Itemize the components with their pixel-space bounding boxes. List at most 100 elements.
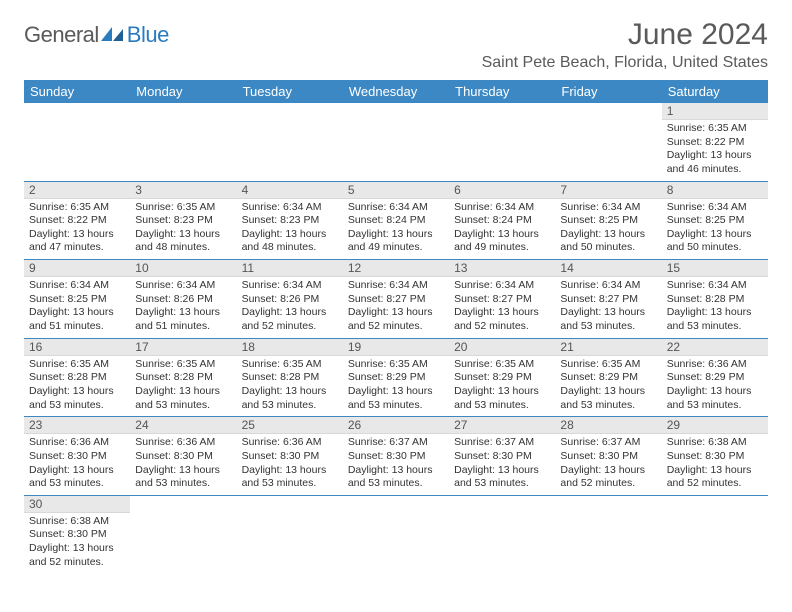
calendar-cell: 10Sunrise: 6:34 AMSunset: 8:26 PMDayligh… [130, 260, 236, 339]
day-number: 18 [237, 339, 343, 356]
logo-text-general: General [24, 22, 99, 48]
weekday-header: Tuesday [237, 80, 343, 103]
day-content: Sunrise: 6:37 AMSunset: 8:30 PMDaylight:… [343, 434, 449, 495]
calendar-cell [24, 103, 130, 181]
location: Saint Pete Beach, Florida, United States [482, 54, 768, 72]
sail-icon [99, 25, 125, 43]
calendar-cell: 28Sunrise: 6:37 AMSunset: 8:30 PMDayligh… [555, 417, 661, 496]
calendar-cell: 20Sunrise: 6:35 AMSunset: 8:29 PMDayligh… [449, 338, 555, 417]
day-number: 12 [343, 260, 449, 277]
day-number: 19 [343, 339, 449, 356]
calendar-cell: 25Sunrise: 6:36 AMSunset: 8:30 PMDayligh… [237, 417, 343, 496]
day-content: Sunrise: 6:34 AMSunset: 8:27 PMDaylight:… [343, 277, 449, 338]
calendar-page: General Blue June 2024 Saint Pete Beach,… [0, 0, 792, 591]
day-content: Sunrise: 6:35 AMSunset: 8:22 PMDaylight:… [24, 199, 130, 260]
day-number: 9 [24, 260, 130, 277]
calendar-cell: 15Sunrise: 6:34 AMSunset: 8:28 PMDayligh… [662, 260, 768, 339]
day-number: 11 [237, 260, 343, 277]
day-number: 17 [130, 339, 236, 356]
day-content: Sunrise: 6:34 AMSunset: 8:24 PMDaylight:… [343, 199, 449, 260]
day-content: Sunrise: 6:38 AMSunset: 8:30 PMDaylight:… [24, 513, 130, 574]
calendar-cell: 2Sunrise: 6:35 AMSunset: 8:22 PMDaylight… [24, 181, 130, 260]
logo: General Blue [24, 22, 169, 48]
calendar-cell [343, 103, 449, 181]
calendar-cell: 12Sunrise: 6:34 AMSunset: 8:27 PMDayligh… [343, 260, 449, 339]
calendar-cell [449, 495, 555, 573]
calendar-cell [555, 495, 661, 573]
calendar-body: 1Sunrise: 6:35 AMSunset: 8:22 PMDaylight… [24, 103, 768, 573]
day-number: 15 [662, 260, 768, 277]
day-content: Sunrise: 6:34 AMSunset: 8:27 PMDaylight:… [555, 277, 661, 338]
calendar-cell: 29Sunrise: 6:38 AMSunset: 8:30 PMDayligh… [662, 417, 768, 496]
day-number: 20 [449, 339, 555, 356]
day-number: 7 [555, 182, 661, 199]
day-content: Sunrise: 6:35 AMSunset: 8:28 PMDaylight:… [130, 356, 236, 417]
day-content: Sunrise: 6:34 AMSunset: 8:25 PMDaylight:… [555, 199, 661, 260]
day-content: Sunrise: 6:35 AMSunset: 8:28 PMDaylight:… [24, 356, 130, 417]
day-content: Sunrise: 6:37 AMSunset: 8:30 PMDaylight:… [555, 434, 661, 495]
day-content: Sunrise: 6:34 AMSunset: 8:27 PMDaylight:… [449, 277, 555, 338]
day-number: 21 [555, 339, 661, 356]
calendar-cell: 6Sunrise: 6:34 AMSunset: 8:24 PMDaylight… [449, 181, 555, 260]
day-number: 29 [662, 417, 768, 434]
calendar-cell [130, 495, 236, 573]
day-number: 26 [343, 417, 449, 434]
calendar-row: 23Sunrise: 6:36 AMSunset: 8:30 PMDayligh… [24, 417, 768, 496]
weekday-row: SundayMondayTuesdayWednesdayThursdayFrid… [24, 80, 768, 103]
calendar-cell: 26Sunrise: 6:37 AMSunset: 8:30 PMDayligh… [343, 417, 449, 496]
day-content: Sunrise: 6:35 AMSunset: 8:29 PMDaylight:… [343, 356, 449, 417]
day-number: 23 [24, 417, 130, 434]
day-number: 1 [662, 103, 768, 120]
calendar-row: 9Sunrise: 6:34 AMSunset: 8:25 PMDaylight… [24, 260, 768, 339]
day-content: Sunrise: 6:35 AMSunset: 8:23 PMDaylight:… [130, 199, 236, 260]
day-content: Sunrise: 6:34 AMSunset: 8:25 PMDaylight:… [662, 199, 768, 260]
calendar-cell: 11Sunrise: 6:34 AMSunset: 8:26 PMDayligh… [237, 260, 343, 339]
calendar-table: SundayMondayTuesdayWednesdayThursdayFrid… [24, 80, 768, 573]
day-content: Sunrise: 6:36 AMSunset: 8:30 PMDaylight:… [24, 434, 130, 495]
calendar-cell: 8Sunrise: 6:34 AMSunset: 8:25 PMDaylight… [662, 181, 768, 260]
calendar-cell: 13Sunrise: 6:34 AMSunset: 8:27 PMDayligh… [449, 260, 555, 339]
day-content: Sunrise: 6:34 AMSunset: 8:24 PMDaylight:… [449, 199, 555, 260]
day-content: Sunrise: 6:35 AMSunset: 8:22 PMDaylight:… [662, 120, 768, 181]
day-number: 3 [130, 182, 236, 199]
calendar-cell: 30Sunrise: 6:38 AMSunset: 8:30 PMDayligh… [24, 495, 130, 573]
calendar-cell [662, 495, 768, 573]
weekday-header: Sunday [24, 80, 130, 103]
weekday-header: Thursday [449, 80, 555, 103]
day-number: 4 [237, 182, 343, 199]
calendar-cell: 22Sunrise: 6:36 AMSunset: 8:29 PMDayligh… [662, 338, 768, 417]
calendar-row: 30Sunrise: 6:38 AMSunset: 8:30 PMDayligh… [24, 495, 768, 573]
day-number: 6 [449, 182, 555, 199]
calendar-cell: 5Sunrise: 6:34 AMSunset: 8:24 PMDaylight… [343, 181, 449, 260]
calendar-cell: 16Sunrise: 6:35 AMSunset: 8:28 PMDayligh… [24, 338, 130, 417]
calendar-cell: 18Sunrise: 6:35 AMSunset: 8:28 PMDayligh… [237, 338, 343, 417]
day-content: Sunrise: 6:35 AMSunset: 8:28 PMDaylight:… [237, 356, 343, 417]
day-content: Sunrise: 6:34 AMSunset: 8:26 PMDaylight:… [130, 277, 236, 338]
calendar-cell [237, 103, 343, 181]
calendar-cell: 23Sunrise: 6:36 AMSunset: 8:30 PMDayligh… [24, 417, 130, 496]
calendar-cell: 1Sunrise: 6:35 AMSunset: 8:22 PMDaylight… [662, 103, 768, 181]
day-number: 24 [130, 417, 236, 434]
month-title: June 2024 [482, 18, 768, 52]
calendar-cell [555, 103, 661, 181]
day-content: Sunrise: 6:36 AMSunset: 8:30 PMDaylight:… [237, 434, 343, 495]
day-number: 13 [449, 260, 555, 277]
calendar-row: 1Sunrise: 6:35 AMSunset: 8:22 PMDaylight… [24, 103, 768, 181]
calendar-cell [343, 495, 449, 573]
day-content: Sunrise: 6:35 AMSunset: 8:29 PMDaylight:… [555, 356, 661, 417]
calendar-cell [449, 103, 555, 181]
day-number: 25 [237, 417, 343, 434]
calendar-cell [130, 103, 236, 181]
calendar-cell: 3Sunrise: 6:35 AMSunset: 8:23 PMDaylight… [130, 181, 236, 260]
day-number: 22 [662, 339, 768, 356]
calendar-cell: 9Sunrise: 6:34 AMSunset: 8:25 PMDaylight… [24, 260, 130, 339]
weekday-header: Saturday [662, 80, 768, 103]
calendar-row: 2Sunrise: 6:35 AMSunset: 8:22 PMDaylight… [24, 181, 768, 260]
day-content: Sunrise: 6:34 AMSunset: 8:23 PMDaylight:… [237, 199, 343, 260]
day-number: 30 [24, 496, 130, 513]
calendar-cell: 27Sunrise: 6:37 AMSunset: 8:30 PMDayligh… [449, 417, 555, 496]
header: General Blue June 2024 Saint Pete Beach,… [24, 18, 768, 72]
day-number: 16 [24, 339, 130, 356]
calendar-row: 16Sunrise: 6:35 AMSunset: 8:28 PMDayligh… [24, 338, 768, 417]
day-content: Sunrise: 6:36 AMSunset: 8:29 PMDaylight:… [662, 356, 768, 417]
